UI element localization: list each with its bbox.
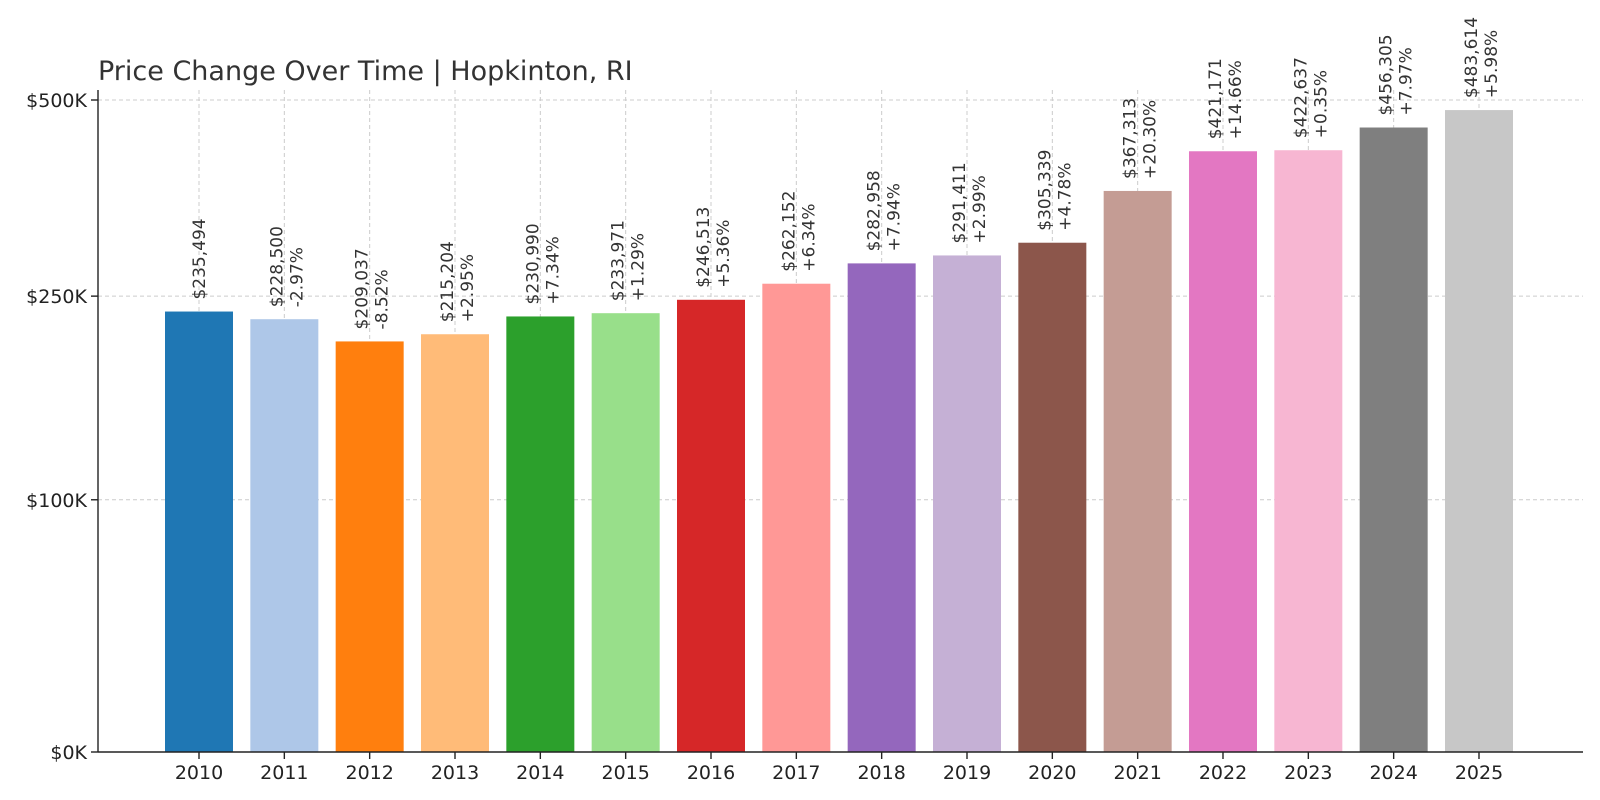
x-tick-label: 2014 (516, 762, 564, 784)
bar-change-label: -8.52% (373, 269, 393, 329)
bar-2010 (165, 311, 233, 752)
x-tick-label: 2015 (601, 762, 649, 784)
bar-2015 (591, 313, 660, 752)
x-tick-label: 2020 (1028, 762, 1076, 784)
bar-2018 (847, 263, 916, 752)
bar-2017 (762, 283, 831, 752)
bar-change-label: +5.98% (1482, 30, 1502, 98)
bar-value-label: $215,204 (438, 241, 458, 322)
x-tick-label: 2025 (1455, 762, 1503, 784)
x-tick-label: 2017 (772, 762, 820, 784)
bar-2020 (1018, 242, 1087, 753)
x-tick-label: 2021 (1113, 762, 1161, 784)
bar-2024 (1359, 127, 1428, 753)
x-tick-label: 2019 (943, 762, 991, 784)
axes: $0K $100K $250K $500K 2010 2011 2012 2013 2014 20… (26, 90, 1583, 784)
bar-value-label: $235,494 (190, 218, 210, 299)
bar-change-label: +7.94% (885, 183, 905, 251)
bar-change-label: +14.66% (1226, 60, 1246, 139)
y-tick-label: $250K (26, 286, 87, 308)
x-tick-label: 2023 (1284, 762, 1332, 784)
y-tick-label: $500K (26, 90, 87, 112)
x-tick-label: 2010 (175, 762, 223, 784)
bar-2016 (676, 299, 745, 752)
bar-value-label: $246,513 (694, 207, 714, 288)
bar-value-label: $367,313 (1121, 98, 1141, 179)
bar-value-label: $421,171 (1206, 58, 1226, 139)
bar-value-label: $422,637 (1291, 57, 1311, 138)
bar-2021 (1103, 190, 1172, 752)
bar-2012 (335, 341, 404, 752)
x-tick-label: 2013 (431, 762, 479, 784)
bar-value-label: $228,500 (267, 226, 287, 307)
bars (165, 110, 1513, 753)
bar-value-label: $305,339 (1035, 150, 1055, 231)
bar-value-label: $291,411 (950, 162, 970, 243)
x-tick-label: 2012 (345, 762, 393, 784)
bar-change-label: +4.78% (1055, 162, 1075, 230)
bar-2014 (506, 316, 575, 752)
bar-change-label: +6.34% (799, 203, 819, 271)
bar-value-label: $209,037 (353, 248, 373, 329)
bar-change-label: +2.95% (458, 254, 478, 322)
bar-change-label: +1.29% (629, 233, 649, 301)
bar-value-label: $282,958 (865, 170, 885, 251)
bar-2013 (420, 334, 489, 752)
bar-2011 (250, 319, 319, 752)
y-tick-label: $0K (50, 742, 87, 764)
bar-change-label: -2.97% (287, 247, 307, 307)
x-tick-label: 2016 (687, 762, 735, 784)
bar-change-label: +20.30% (1141, 100, 1161, 179)
bar-change-label: +5.36% (714, 220, 734, 288)
bar-2019 (932, 255, 1001, 753)
bar-value-label: $230,990 (523, 223, 543, 304)
x-tick-label: 2022 (1199, 762, 1247, 784)
bar-value-label: $233,971 (609, 220, 629, 301)
bar-value-label: $456,305 (1377, 34, 1397, 115)
bar-change-label: +0.35% (1311, 70, 1331, 138)
bar-2023 (1274, 150, 1343, 752)
bar-2022 (1188, 151, 1257, 753)
y-tick-label: $100K (26, 490, 87, 512)
bar-change-label: +7.97% (1397, 47, 1417, 115)
bar-change-label: +2.99% (970, 175, 990, 243)
bar-change-label: +7.34% (543, 236, 563, 304)
x-tick-label: 2018 (857, 762, 905, 784)
bar-value-label: $483,614 (1462, 17, 1482, 98)
bar-2025 (1444, 110, 1513, 753)
bar-value-label: $262,152 (779, 191, 799, 272)
x-tick-label: 2024 (1369, 762, 1417, 784)
x-tick-label: 2011 (260, 762, 308, 784)
chart-title: Price Change Over Time | Hopkinton, RI (98, 56, 633, 87)
data-labels: $235,494 $228,500 -2.97% $209,037 -8.52% $215… (190, 17, 1502, 329)
